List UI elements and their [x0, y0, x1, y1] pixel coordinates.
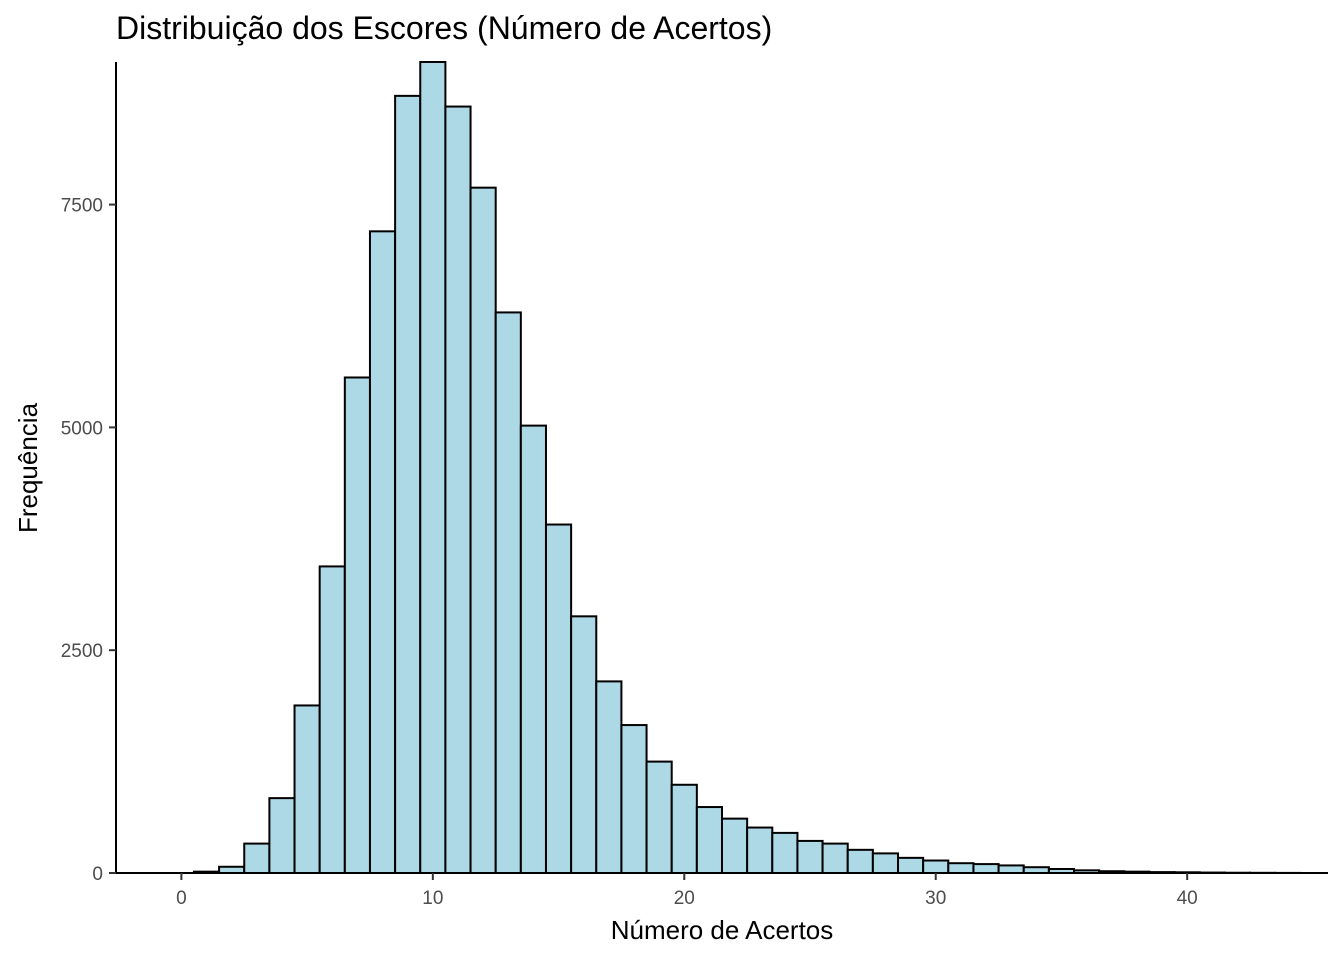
histogram-bar — [922, 859, 950, 874]
histogram-bar — [645, 760, 673, 874]
histogram-bar — [670, 783, 698, 874]
histogram-bar — [268, 797, 296, 875]
histogram-bar — [846, 848, 874, 874]
histogram-bar — [394, 94, 422, 875]
histogram-bar — [796, 839, 824, 875]
histogram-bar — [318, 565, 346, 875]
x-axis-title: Número de Acertos — [611, 915, 834, 945]
y-tick-label: 0 — [92, 864, 103, 885]
y-tick-label: 5000 — [61, 418, 103, 439]
x-tick-label: 40 — [1177, 888, 1198, 909]
histogram-bar — [444, 105, 472, 875]
histogram-bar — [695, 806, 724, 874]
histogram-bar — [343, 376, 371, 874]
y-axis-ticks: 0 2500 5000 7500 — [61, 196, 116, 885]
histogram-bar — [972, 863, 1000, 874]
histogram-bar — [897, 856, 925, 874]
x-tick-label: 0 — [176, 888, 187, 909]
histogram-bar — [771, 831, 799, 875]
y-tick-label: 2500 — [61, 641, 103, 662]
histogram-bar — [871, 852, 900, 875]
histogram-bar — [620, 724, 648, 874]
x-tick-label: 20 — [674, 888, 695, 909]
histogram-bars — [192, 61, 1302, 875]
chart-title: Distribuição dos Escores (Número de Acer… — [116, 10, 773, 46]
histogram-bar — [821, 842, 849, 874]
histogram-bar — [293, 704, 321, 875]
histogram-bar — [570, 615, 598, 874]
x-axis-ticks: 0 10 20 30 40 — [176, 873, 1198, 909]
histogram-bar — [419, 61, 447, 874]
histogram-bar — [469, 186, 497, 874]
histogram-bar — [746, 826, 774, 874]
y-tick-label: 7500 — [61, 196, 103, 217]
x-tick-label: 30 — [925, 888, 946, 909]
y-axis-title: Frequência — [13, 402, 43, 533]
histogram-bar — [368, 230, 397, 875]
histogram-bar — [595, 680, 623, 875]
histogram-bar — [947, 862, 975, 875]
histogram-bar — [494, 311, 522, 874]
histogram-bar — [997, 864, 1025, 875]
x-tick-label: 10 — [422, 888, 443, 909]
histogram-bar — [243, 842, 271, 874]
histogram-bar — [721, 817, 749, 875]
histogram-bar — [544, 523, 573, 874]
histogram-bar — [519, 424, 547, 874]
